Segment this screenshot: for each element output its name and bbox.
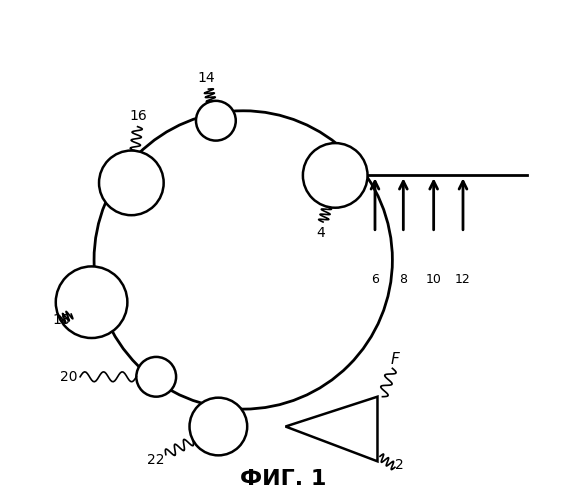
Text: 4: 4: [316, 226, 325, 239]
Circle shape: [303, 143, 367, 208]
Text: 22: 22: [148, 453, 165, 467]
Text: 8: 8: [400, 274, 408, 286]
Circle shape: [196, 101, 236, 140]
Circle shape: [190, 398, 247, 456]
Text: 10: 10: [426, 274, 441, 286]
Text: 16: 16: [130, 109, 148, 122]
Circle shape: [99, 150, 164, 215]
Text: 12: 12: [455, 274, 471, 286]
Text: 18: 18: [53, 312, 71, 326]
Text: ФИГ. 1: ФИГ. 1: [240, 468, 326, 488]
Text: 20: 20: [61, 370, 78, 384]
Text: 14: 14: [197, 72, 215, 86]
Text: 6: 6: [371, 274, 379, 286]
Text: F: F: [391, 352, 399, 367]
Circle shape: [56, 266, 127, 338]
Circle shape: [136, 357, 176, 397]
Text: 2: 2: [396, 458, 404, 472]
